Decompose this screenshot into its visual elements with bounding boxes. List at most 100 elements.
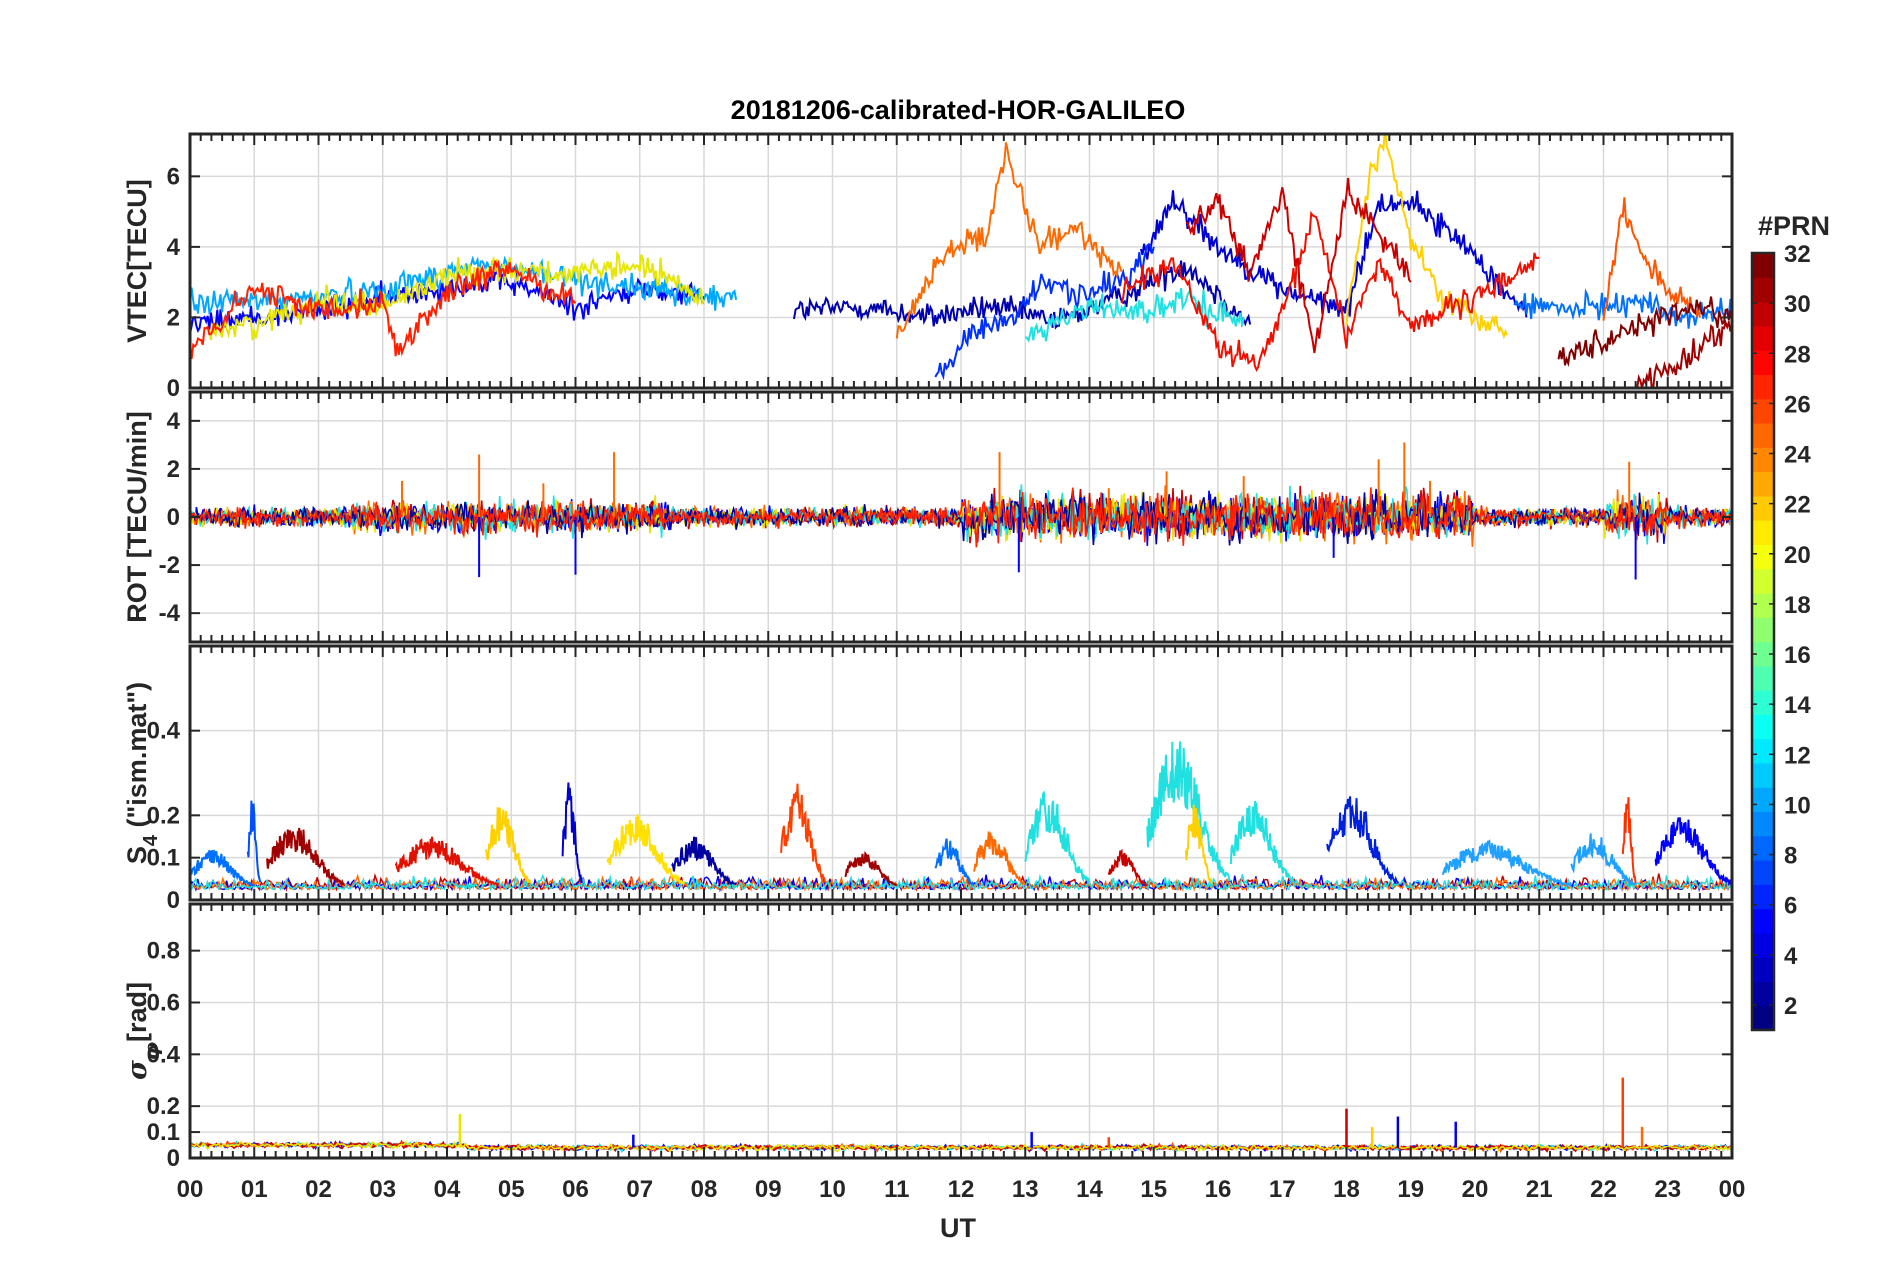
x-tick-label: 00 bbox=[177, 1176, 204, 1203]
x-ticks-s4 bbox=[189, 646, 1733, 900]
colorbar-step bbox=[1752, 835, 1774, 861]
series-rot bbox=[190, 442, 1732, 580]
y-tick-label: 4 bbox=[167, 408, 181, 435]
series-prn-8 bbox=[1513, 288, 1732, 329]
y-axis-label: S4 ("ism.mat") bbox=[122, 682, 162, 864]
series-vtec bbox=[190, 134, 1732, 388]
colorbar-step bbox=[1752, 495, 1774, 521]
s4-burst bbox=[1621, 797, 1637, 884]
grid-vtec bbox=[189, 134, 1733, 389]
y-tick-label: 0.1 bbox=[147, 1119, 180, 1146]
colorbar-tick-label: 22 bbox=[1784, 492, 1811, 519]
x-ticks-sigma_phi bbox=[189, 904, 1733, 1158]
x-tick-label: 15 bbox=[1140, 1176, 1167, 1203]
colorbar-step bbox=[1752, 277, 1774, 303]
series-prn-32 bbox=[1557, 296, 1732, 368]
colorbar-step bbox=[1752, 811, 1774, 837]
y-tick-label: 0.1 bbox=[147, 845, 180, 872]
y-tick-label: 0 bbox=[167, 1145, 180, 1172]
series-s4 bbox=[190, 741, 1732, 893]
colorbar-step bbox=[1752, 957, 1774, 983]
s4-burst bbox=[1570, 833, 1636, 886]
colorbar-tick-label: 20 bbox=[1784, 542, 1811, 569]
y-tick-label: 0.2 bbox=[147, 802, 180, 829]
y-tick-label: 4 bbox=[167, 234, 181, 261]
x-tick-labels: 00 01 02 03 04 05 06 07 08 09 10 11 12 13 14 15 16 17 18 19… bbox=[177, 1176, 1746, 1203]
s4-burst bbox=[1229, 800, 1296, 885]
colorbar-tick-label: 4 bbox=[1784, 943, 1798, 970]
s4-burst bbox=[1184, 804, 1213, 885]
colorbar-step bbox=[1752, 884, 1774, 910]
y-tick-label: 0 bbox=[167, 887, 180, 914]
colorbar-step bbox=[1752, 471, 1774, 497]
colorbar-label: #PRN bbox=[1758, 211, 1830, 241]
x-tick-label: 17 bbox=[1269, 1176, 1296, 1203]
colorbar-step bbox=[1752, 860, 1774, 885]
x-tick-label: 21 bbox=[1526, 1176, 1553, 1203]
colorbar-tick-label: 2 bbox=[1784, 993, 1797, 1020]
colorbar-tick-label: 26 bbox=[1784, 391, 1811, 418]
y-tick-label: 0.2 bbox=[147, 1093, 180, 1120]
x-tick-label: 01 bbox=[241, 1176, 268, 1203]
s4-burst bbox=[1326, 796, 1399, 885]
s4-burst bbox=[780, 783, 827, 884]
colorbar-step bbox=[1752, 738, 1774, 764]
y-axis-rot: -4 -2 0 2 4 bbox=[159, 408, 1732, 627]
panel-s4: 0 0.1 0.2 0.4S4 ("ism.mat") bbox=[122, 644, 1734, 914]
y-axis-sigma_phi: 00.10.2 0.4 0.6 0.8 bbox=[147, 938, 1732, 1172]
y-tick-label: 0.4 bbox=[147, 718, 181, 745]
x-tick-label: 06 bbox=[562, 1176, 589, 1203]
colorbar-step bbox=[1752, 714, 1774, 740]
colorbar-step bbox=[1752, 374, 1774, 400]
series-prn-19 bbox=[208, 250, 705, 341]
colorbar-step bbox=[1752, 447, 1774, 473]
colorbar-step bbox=[1752, 1005, 1774, 1031]
y-tick-label: 6 bbox=[167, 163, 180, 190]
y-tick-label: -4 bbox=[159, 600, 181, 627]
colorbar-step bbox=[1752, 787, 1774, 813]
colorbar-step bbox=[1752, 253, 1774, 278]
colorbar-tick-label: 6 bbox=[1784, 893, 1797, 920]
s4-burst bbox=[246, 800, 262, 883]
colorbar-step bbox=[1752, 301, 1774, 327]
colorbar-step bbox=[1752, 350, 1774, 376]
colorbar-tick-label: 24 bbox=[1784, 442, 1811, 469]
colorbar-step bbox=[1752, 325, 1774, 351]
colorbar-tick-label: 30 bbox=[1784, 291, 1811, 318]
x-ticks-rot bbox=[189, 392, 1733, 642]
colorbar-step bbox=[1752, 544, 1774, 570]
s4-burst bbox=[1107, 848, 1148, 887]
x-tick-label: 02 bbox=[305, 1176, 332, 1203]
series-prn-3 bbox=[1139, 190, 1528, 318]
y-axis-label: ROT [TECU/min] bbox=[122, 411, 152, 622]
series-prn-30 bbox=[1185, 177, 1412, 354]
colorbar-tick-label: 8 bbox=[1784, 843, 1797, 870]
s4-burst bbox=[1654, 817, 1732, 886]
series-prn-24 bbox=[895, 142, 1123, 339]
y-axis-s4: 0 0.1 0.2 0.4 bbox=[147, 718, 1732, 914]
x-axis-label: UT bbox=[940, 1213, 976, 1243]
colorbar-tick-label: 16 bbox=[1784, 642, 1811, 669]
colorbar-step bbox=[1752, 690, 1774, 715]
y-tick-label: 2 bbox=[167, 304, 180, 331]
y-tick-label: 0 bbox=[167, 375, 180, 402]
s4-burst bbox=[190, 849, 255, 887]
x-tick-label: 03 bbox=[369, 1176, 396, 1203]
y-tick-label: 0 bbox=[167, 504, 180, 531]
y-axis-label: σφ[rad] bbox=[122, 982, 163, 1080]
x-tick-label: 13 bbox=[1012, 1176, 1039, 1203]
colorbar-step bbox=[1752, 908, 1774, 934]
y-tick-label: 0.6 bbox=[147, 989, 180, 1016]
series-prn-28 bbox=[1120, 210, 1540, 372]
series-prn-12 bbox=[1024, 288, 1245, 343]
x-tick-label: 11 bbox=[884, 1176, 909, 1203]
colorbar-tick-label: 32 bbox=[1784, 241, 1811, 268]
s4-burst bbox=[934, 838, 975, 886]
s4-burst bbox=[561, 782, 583, 884]
x-tick-label: 22 bbox=[1590, 1176, 1617, 1203]
grid-sigma_phi bbox=[189, 904, 1733, 1159]
s4-burst bbox=[484, 807, 532, 884]
